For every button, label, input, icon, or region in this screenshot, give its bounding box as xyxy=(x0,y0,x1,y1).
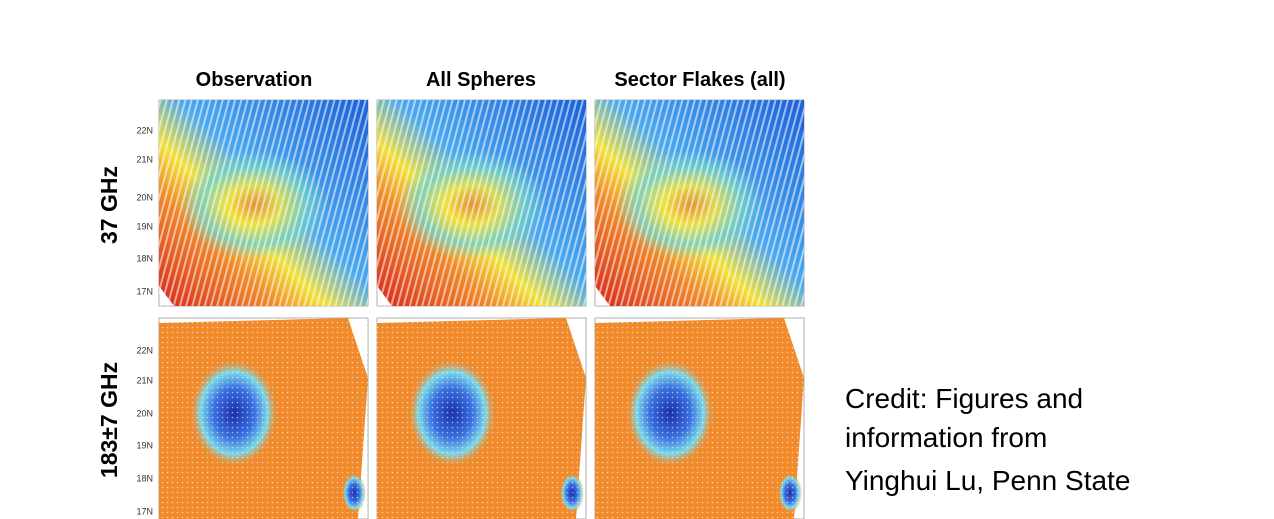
credit-line: Yinghui Lu, Penn State xyxy=(845,465,1130,496)
lat-tick-label: 17N xyxy=(136,506,153,516)
swath-texture xyxy=(595,318,804,519)
lat-tick-label: 21N xyxy=(136,154,153,164)
map-panel xyxy=(377,100,586,306)
lat-tick-label: 20N xyxy=(136,408,153,418)
map-panel xyxy=(159,318,368,519)
map-panel xyxy=(595,100,804,306)
lat-tick-label: 18N xyxy=(136,473,153,483)
lat-tick-label: 18N xyxy=(136,253,153,263)
swath-texture xyxy=(159,318,368,519)
map-panel xyxy=(377,318,586,519)
lat-tick-label: 22N xyxy=(136,125,153,135)
column-title: Sector Flakes (all) xyxy=(614,69,785,91)
map-panel xyxy=(595,318,804,519)
credit-line: Credit: Figures and xyxy=(845,383,1083,414)
column-title: All Spheres xyxy=(426,69,536,91)
swath-texture xyxy=(595,100,804,306)
lat-tick-label: 22N xyxy=(136,345,153,355)
row-label: 183±7 GHz xyxy=(96,362,122,478)
slide: Observation All Spheres Sector Flakes (all… xyxy=(0,0,1274,519)
swath-texture xyxy=(377,318,586,519)
swath-texture xyxy=(159,100,368,306)
lat-tick-label: 20N xyxy=(136,192,153,202)
column-title: Observation xyxy=(196,69,313,91)
row-label: 37 GHz xyxy=(96,166,122,244)
lat-tick-label: 19N xyxy=(136,221,153,231)
map-panel xyxy=(159,100,368,306)
panels xyxy=(159,100,804,519)
lat-tick-label: 21N xyxy=(136,375,153,385)
swath-texture xyxy=(377,100,586,306)
credit-line: information from xyxy=(845,422,1047,453)
lat-tick-label: 17N xyxy=(136,286,153,296)
lat-tick-label: 19N xyxy=(136,440,153,450)
